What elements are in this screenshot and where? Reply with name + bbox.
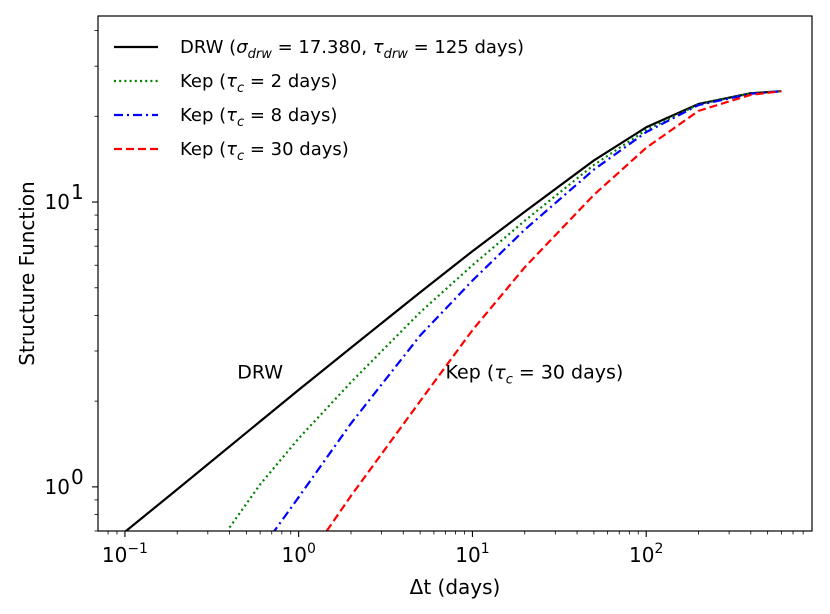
x-tick-label: 101 [455,541,489,567]
y-tick-base: 10 [45,190,70,214]
legend-label-symbol: τ [226,139,237,160]
series-lines [124,90,782,531]
legend-label-symbol: τ [373,37,384,58]
plot-frame [97,15,813,532]
legend-label-symbol: σ [236,37,248,58]
legend-label-text: = 8 days) [244,105,337,126]
x-tick-label: 10−1 [102,541,148,567]
x-tick-exponent: 1 [481,541,490,557]
legend-label-subscript: c [237,81,244,96]
x-tick-base: 10 [629,543,654,567]
legend-label-text: = 17.380, [272,37,373,58]
legend-label-1: Kep (τc = 2 days) [180,71,337,96]
legend: DRW (σdrw = 17.380, τdrw = 125 days)Kep … [114,37,524,164]
legend-label-text: Kep ( [180,71,226,92]
legend-label-text: = 2 days) [244,71,337,92]
annotation-symbol: τ [494,362,506,384]
x-tick-label: 102 [629,541,663,567]
legend-label-2: Kep (τc = 8 days) [180,105,337,130]
annotation-text: Kep ( [446,362,495,384]
x-tick-base: 10 [281,543,306,567]
legend-label-0: DRW (σdrw = 17.380, τdrw = 125 days) [180,37,524,62]
x-tick-exponent: −1 [127,541,148,557]
annotation-0: DRW [237,362,283,384]
legend-label-text: = 125 days) [408,37,524,58]
legend-label-text: = 30 days) [244,139,349,160]
x-axis-label: Δt (days) [410,575,501,599]
legend-label-symbol: τ [226,71,237,92]
y-tick-exponent: 1 [71,180,84,204]
legend-label-symbol: τ [226,105,237,126]
legend-label-text: Kep ( [180,139,226,160]
y-tick-label: 10 [45,190,70,214]
y-tick-base: 10 [45,475,70,499]
x-tick-base: 10 [455,543,480,567]
legend-label-subscript: c [237,115,244,130]
annotation-text: = 30 days) [513,362,623,384]
y-tick-label: 10 [45,475,70,499]
legend-label-subscript: drw [384,47,409,62]
legend-label-subscript: drw [248,47,273,62]
annotation-subscript: c [506,373,513,388]
series-line-3 [325,90,782,531]
x-tick-exponent: 0 [307,541,316,557]
y-tick-exponent: 0 [71,465,84,489]
legend-label-subscript: c [237,149,244,164]
legend-label-text: DRW ( [180,37,236,58]
x-tick-base: 10 [102,543,127,567]
x-tick-exponent: 2 [654,541,663,557]
legend-label-3: Kep (τc = 30 days) [180,139,349,164]
y-axis-label: Structure Function [15,181,39,365]
annotation-1: Kep (τc = 30 days) [446,362,624,388]
x-tick-label: 100 [281,541,315,567]
legend-label-text: Kep ( [180,105,226,126]
series-line-2 [272,90,782,531]
